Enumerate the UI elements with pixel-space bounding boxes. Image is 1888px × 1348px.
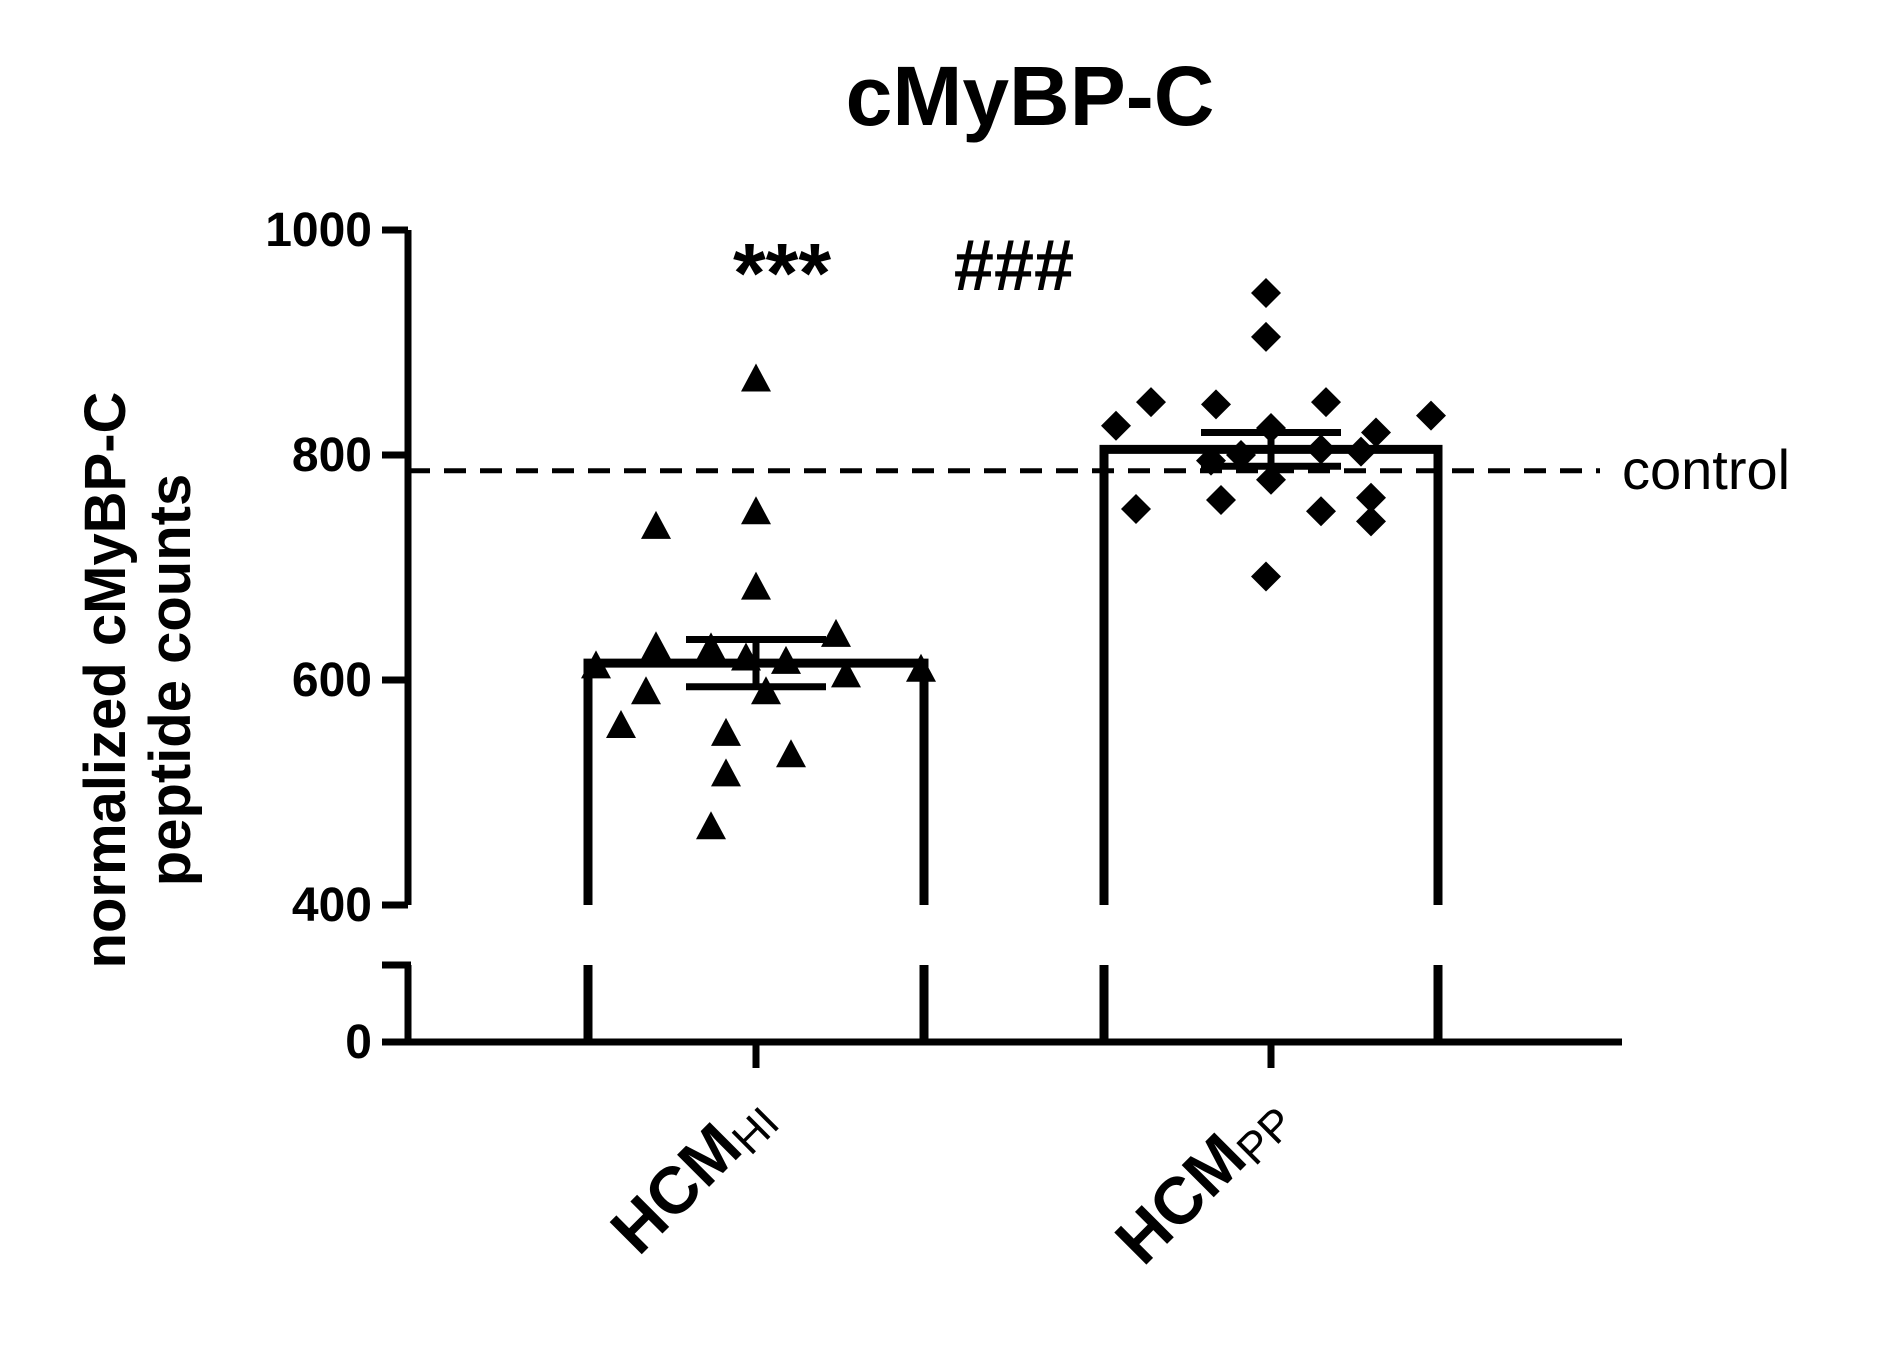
y-tick-label: 600 bbox=[292, 654, 372, 707]
x-category-text: HCMHI bbox=[596, 1078, 789, 1271]
point-triangle bbox=[581, 650, 611, 679]
point-triangle bbox=[711, 717, 741, 746]
point-triangle bbox=[906, 653, 936, 682]
x-category-label: HCMHI bbox=[596, 1078, 789, 1271]
significance-annotation: ### bbox=[954, 226, 1074, 306]
axes bbox=[382, 226, 1622, 1068]
error-bars bbox=[686, 429, 1341, 691]
point-diamond bbox=[1226, 440, 1256, 470]
point-diamond bbox=[1136, 387, 1166, 418]
point-triangle bbox=[741, 571, 771, 600]
point-triangle bbox=[741, 496, 771, 525]
point-diamond bbox=[1121, 494, 1151, 524]
point-diamond bbox=[1346, 436, 1376, 467]
point-triangle bbox=[711, 758, 741, 787]
point-diamond bbox=[1251, 561, 1281, 592]
control-reference: control bbox=[408, 438, 1790, 501]
point-diamond bbox=[1356, 506, 1386, 537]
y-axis-label-line-1: normalized cMyBP-C bbox=[73, 392, 138, 969]
point-diamond bbox=[1311, 387, 1341, 418]
point-diamond bbox=[1416, 400, 1446, 431]
point-triangle bbox=[631, 676, 661, 705]
point-diamond bbox=[1201, 389, 1231, 420]
bar bbox=[1099, 444, 1443, 905]
point-triangle bbox=[696, 811, 726, 840]
point-triangle bbox=[821, 618, 851, 647]
significance-annotation: *** bbox=[733, 226, 831, 320]
point-diamond bbox=[1306, 496, 1336, 527]
x-tick-labels: HCMHI HCMPP bbox=[596, 1078, 1304, 1281]
annotations: *** ### bbox=[733, 226, 1074, 320]
point-triangle bbox=[641, 510, 671, 539]
point-diamond bbox=[1251, 321, 1281, 352]
point-triangle bbox=[606, 710, 636, 738]
point-triangle bbox=[776, 739, 806, 768]
point-diamond bbox=[1306, 434, 1336, 465]
point-triangle bbox=[771, 645, 801, 674]
point-triangle bbox=[831, 659, 861, 688]
y-tick-label: 800 bbox=[292, 429, 372, 482]
control-label: control bbox=[1622, 438, 1790, 501]
x-category-label: HCMPP bbox=[1101, 1078, 1304, 1281]
y-axis-label: normalized cMyBP-C peptide counts bbox=[73, 392, 203, 969]
point-diamond bbox=[1256, 464, 1286, 495]
point-diamond bbox=[1251, 278, 1281, 308]
x-category-text: HCMPP bbox=[1101, 1078, 1304, 1281]
y-tick-label: 0 bbox=[345, 1016, 372, 1069]
point-diamond bbox=[1101, 410, 1131, 441]
point-triangle bbox=[741, 363, 771, 392]
data-points bbox=[581, 278, 1446, 840]
point-diamond bbox=[1361, 417, 1391, 448]
y-tick-label: 400 bbox=[292, 879, 372, 932]
y-tick-labels: 0 400 600 800 1000 bbox=[265, 204, 372, 1069]
chart-title: cMyBP-C bbox=[846, 49, 1215, 143]
point-triangle bbox=[696, 632, 726, 661]
y-tick-label: 1000 bbox=[265, 204, 372, 257]
point-diamond bbox=[1356, 482, 1386, 513]
point-diamond bbox=[1206, 485, 1236, 515]
y-axis-label-line-2: peptide counts bbox=[138, 474, 203, 886]
point-triangle bbox=[641, 631, 671, 660]
